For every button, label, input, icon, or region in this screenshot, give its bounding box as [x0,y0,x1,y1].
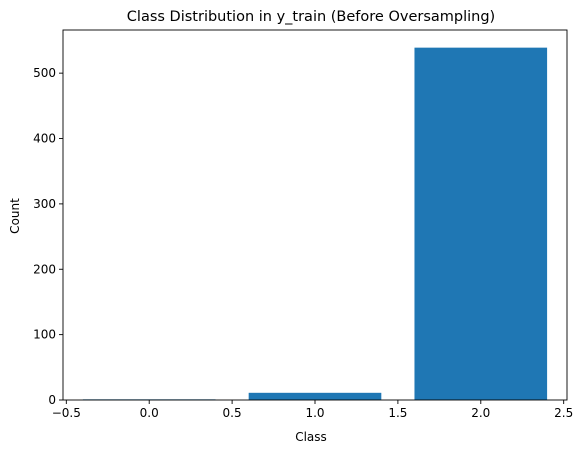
x-axis-label: Class [295,430,327,444]
x-tick-label: 1.5 [388,406,407,420]
bar-class-2 [414,48,547,400]
x-tick-label: 0.0 [140,406,159,420]
x-tick-label: 1.0 [305,406,324,420]
y-tick-label: 0 [48,393,56,407]
y-axis-label: Count [8,198,22,234]
x-tick-label: 2.0 [471,406,490,420]
y-tick-label: 500 [33,66,56,80]
x-tick-label: −0.5 [52,406,81,420]
x-tick-label: 2.5 [554,406,573,420]
bar-class-1 [249,393,382,400]
y-tick-label: 400 [33,132,56,146]
y-tick-label: 100 [33,328,56,342]
x-tick-label: 0.5 [223,406,242,420]
y-tick-label: 200 [33,262,56,276]
chart-title: Class Distribution in y_train (Before Ov… [127,9,495,25]
y-tick-label: 300 [33,197,56,211]
